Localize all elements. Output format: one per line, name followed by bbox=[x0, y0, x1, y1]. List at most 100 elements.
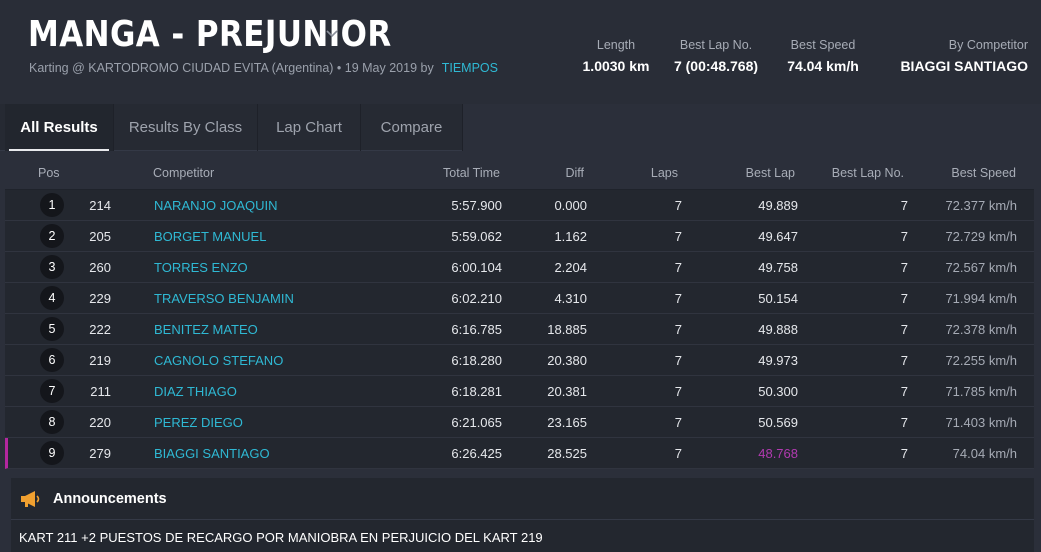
stat-best-speed: Best Speed 74.04 km/h bbox=[774, 38, 872, 74]
col-best-lap-no[interactable]: Best Lap No. bbox=[831, 166, 904, 180]
table-row[interactable]: 4 229 TRAVERSO BENJAMIN 6:02.210 4.310 7 50.15… bbox=[5, 283, 1034, 314]
chevron-down-icon[interactable] bbox=[326, 28, 338, 40]
cell-laps: 7 bbox=[674, 291, 682, 306]
tab-compare[interactable]: Compare bbox=[361, 104, 463, 151]
cell-competitor[interactable]: DIAZ THIAGO bbox=[154, 384, 237, 399]
cell-competitor[interactable]: TORRES ENZO bbox=[154, 260, 248, 275]
cell-best-lap: 50.300 bbox=[758, 384, 798, 399]
cell-best-lap-no: 7 bbox=[900, 291, 908, 306]
cell-best-speed: 72.377 km/h bbox=[945, 198, 1017, 213]
cell-total-time: 6:16.785 bbox=[451, 322, 502, 337]
cell-best-lap: 49.889 bbox=[758, 198, 798, 213]
cell-best-speed: 74.04 km/h bbox=[952, 446, 1017, 461]
tab-all-results[interactable]: All Results bbox=[5, 104, 114, 151]
cell-best-speed: 71.403 km/h bbox=[945, 415, 1017, 430]
cell-diff: 23.165 bbox=[547, 415, 587, 430]
cell-competitor[interactable]: NARANJO JOAQUIN bbox=[154, 198, 278, 213]
position-badge: 1 bbox=[40, 193, 64, 217]
cell-diff: 4.310 bbox=[554, 291, 587, 306]
event-info: Karting @ KARTODROMO CIUDAD EVITA (Argen… bbox=[29, 61, 434, 75]
cell-best-lap-no: 7 bbox=[900, 322, 908, 337]
cell-laps: 7 bbox=[674, 229, 682, 244]
cell-number: 279 bbox=[89, 446, 111, 461]
col-diff[interactable]: Diff bbox=[565, 166, 584, 180]
cell-competitor[interactable]: CAGNOLO STEFANO bbox=[154, 353, 284, 368]
table-header: Pos Competitor Total Time Diff Laps Best… bbox=[5, 156, 1034, 190]
announcements-title: Announcements bbox=[53, 491, 167, 507]
event-header: MANGA - PREJUNIOR Karting @ KARTODROMO C… bbox=[0, 0, 1041, 104]
cell-best-lap: 50.569 bbox=[758, 415, 798, 430]
cell-laps: 7 bbox=[674, 260, 682, 275]
cell-competitor[interactable]: TRAVERSO BENJAMIN bbox=[154, 291, 294, 306]
col-total-time[interactable]: Total Time bbox=[443, 166, 500, 180]
cell-best-speed: 72.567 km/h bbox=[945, 260, 1017, 275]
cell-number: 222 bbox=[89, 322, 111, 337]
stat-length-label: Length bbox=[596, 38, 636, 52]
cell-best-lap: 49.888 bbox=[758, 322, 798, 337]
cell-best-lap: 49.647 bbox=[758, 229, 798, 244]
col-laps[interactable]: Laps bbox=[650, 166, 678, 180]
cell-number: 220 bbox=[89, 415, 111, 430]
stat-best-speed-label: Best Speed bbox=[790, 38, 856, 52]
table-row[interactable]: 8 220 PEREZ DIEGO 6:21.065 23.165 7 50.569 7 71.… bbox=[5, 407, 1034, 438]
cell-number: 219 bbox=[89, 353, 111, 368]
cell-best-speed: 72.729 km/h bbox=[945, 229, 1017, 244]
cell-total-time: 6:02.210 bbox=[451, 291, 502, 306]
position-badge: 8 bbox=[40, 410, 64, 434]
cell-number: 260 bbox=[89, 260, 111, 275]
cell-best-lap-no: 7 bbox=[900, 446, 908, 461]
announcement-text: KART 211 +2 PUESTOS DE RECARGO POR MANIO… bbox=[19, 530, 543, 545]
cell-laps: 7 bbox=[674, 446, 682, 461]
cell-total-time: 5:57.900 bbox=[451, 198, 502, 213]
cell-total-time: 6:00.104 bbox=[451, 260, 502, 275]
col-best-speed[interactable]: Best Speed bbox=[951, 166, 1016, 180]
cell-diff: 28.525 bbox=[547, 446, 587, 461]
cell-diff: 0.000 bbox=[554, 198, 587, 213]
position-badge: 7 bbox=[40, 379, 64, 403]
cell-best-lap-no: 7 bbox=[900, 229, 908, 244]
cell-total-time: 6:18.280 bbox=[451, 353, 502, 368]
stat-best-speed-value: 74.04 km/h bbox=[787, 58, 859, 74]
cell-best-lap: 50.154 bbox=[758, 291, 798, 306]
table-row[interactable]: 7 211 DIAZ THIAGO 6:18.281 20.381 7 50.300 7 71.… bbox=[5, 376, 1034, 407]
table-row[interactable]: 2 205 BORGET MANUEL 5:59.062 1.162 7 49.647 7 72… bbox=[5, 221, 1034, 252]
cell-competitor[interactable]: BENITEZ MATEO bbox=[154, 322, 258, 337]
cell-laps: 7 bbox=[674, 353, 682, 368]
table-row[interactable]: 6 219 CAGNOLO STEFANO 6:18.280 20.380 7 49.973… bbox=[5, 345, 1034, 376]
cell-number: 205 bbox=[89, 229, 111, 244]
table-row[interactable]: 3 260 TORRES ENZO 6:00.104 2.204 7 49.758 7 72.5… bbox=[5, 252, 1034, 283]
table-row[interactable]: 5 222 BENITEZ MATEO 6:16.785 18.885 7 49.888 7 7… bbox=[5, 314, 1034, 345]
cell-diff: 2.204 bbox=[554, 260, 587, 275]
col-competitor[interactable]: Competitor bbox=[153, 166, 215, 180]
cell-diff: 20.381 bbox=[547, 384, 587, 399]
stat-by-competitor-label: By Competitor bbox=[948, 38, 1028, 52]
position-badge: 3 bbox=[40, 255, 64, 279]
tab-results-by-class[interactable]: Results By Class bbox=[114, 104, 258, 151]
table-row[interactable]: 1 214 NARANJO JOAQUIN 5:57.900 0.000 7 49.889 7… bbox=[5, 190, 1034, 221]
cell-total-time: 6:18.281 bbox=[451, 384, 502, 399]
stat-length: Length 1.0030 km bbox=[566, 38, 666, 74]
cell-best-lap: 49.758 bbox=[758, 260, 798, 275]
cell-best-lap: 48.768 bbox=[758, 446, 798, 461]
cell-diff: 20.380 bbox=[547, 353, 587, 368]
cell-best-lap: 49.973 bbox=[758, 353, 798, 368]
position-badge: 4 bbox=[40, 286, 64, 310]
table-body: 1 214 NARANJO JOAQUIN 5:57.900 0.000 7 49.889 7… bbox=[5, 190, 1034, 469]
col-best-lap[interactable]: Best Lap bbox=[745, 166, 795, 180]
table-row[interactable]: 9 279 BIAGGI SANTIAGO 6:26.425 28.525 7 48.768… bbox=[5, 438, 1034, 469]
stat-best-lap-no: Best Lap No. 7 (00:48.768) bbox=[658, 38, 774, 74]
cell-laps: 7 bbox=[674, 384, 682, 399]
position-badge: 9 bbox=[40, 441, 64, 465]
col-pos[interactable]: Pos bbox=[38, 166, 60, 180]
cell-diff: 18.885 bbox=[547, 322, 587, 337]
cell-competitor[interactable]: PEREZ DIEGO bbox=[154, 415, 243, 430]
cell-competitor[interactable]: BORGET MANUEL bbox=[154, 229, 267, 244]
position-badge: 6 bbox=[40, 348, 64, 372]
tab-lap-chart[interactable]: Lap Chart bbox=[258, 104, 361, 151]
cell-best-lap-no: 7 bbox=[900, 384, 908, 399]
announcements-panel: Announcements KART 211 +2 PUESTOS DE REC… bbox=[11, 478, 1034, 552]
cell-best-lap-no: 7 bbox=[900, 415, 908, 430]
position-badge: 5 bbox=[40, 317, 64, 341]
cell-competitor[interactable]: BIAGGI SANTIAGO bbox=[154, 446, 270, 461]
organizer-link[interactable]: TIEMPOS bbox=[441, 61, 498, 75]
